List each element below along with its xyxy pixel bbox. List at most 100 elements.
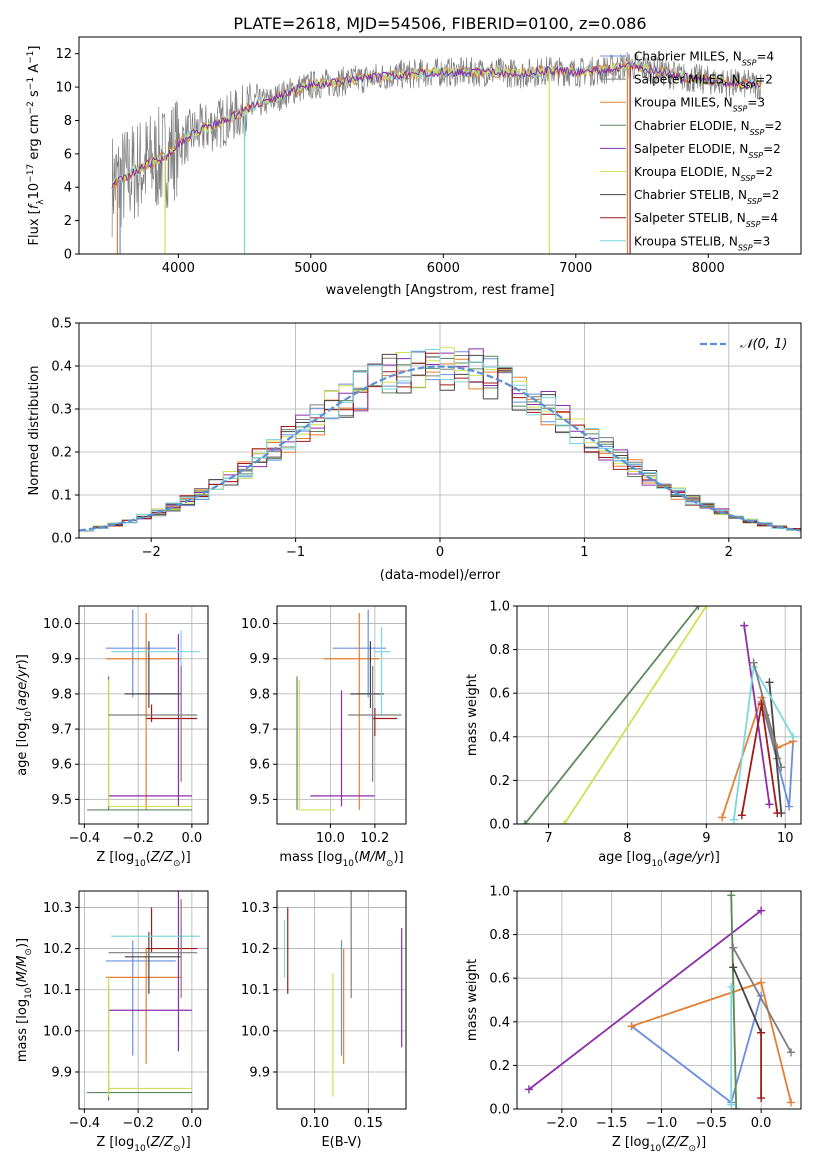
y-tick-label: 10.0 (241, 617, 270, 632)
x-tick-label: 0.10 (300, 1116, 329, 1131)
legend-label: Chabrier MILES, NSSP=4 (634, 50, 774, 68)
mass-vs-Z-panel: −0.4 −0.2 0.09.910.010.110.210.3Z [log10(Z… (15, 890, 209, 1154)
legend-nssp: =3 (747, 96, 765, 110)
label-part: )] (181, 850, 191, 865)
mass-vs-Z-panel-ylabel: mass [log10(M/M⊙)] (15, 938, 34, 1062)
legend-subscript: SSP (741, 81, 756, 90)
weight-point-marker (560, 820, 569, 824)
ebv-xlabel: E(B-V) (321, 1135, 361, 1150)
x-tick-label: −0.4 (69, 1116, 101, 1131)
label-part: ] (27, 46, 42, 51)
y-tick-label: 10.3 (241, 901, 270, 916)
weight-point-marker (732, 1105, 741, 1109)
x-tick-label: −0.2 (122, 831, 154, 846)
y-tick-label: 2 (64, 214, 72, 229)
x-tick-label: −1.5 (596, 1116, 628, 1131)
label-part: 10 (134, 1144, 146, 1154)
mass-weight-Z-panel-xlabel: Z [log10(Z/Z⊙)] (612, 1135, 706, 1154)
label-part: age [log (598, 850, 651, 865)
age-vs-Z-panel-ylabel: age [log10(age/yr)] (15, 654, 34, 776)
y-tick-label: 9.9 (51, 1065, 72, 1080)
mass-weight-age-panel-xlabel: age [log10(age/yr)] (598, 850, 720, 869)
legend-series-name: Salpeter ELODIE, N (634, 142, 748, 156)
weight-line (528, 909, 762, 1091)
weight-point-marker (777, 763, 786, 772)
mass-weight-Z-panel: −2.0 −1.5 −1.0 −0.5 0.0 0.0 0.2 0.4 0.6 0.8 1.0 Z [… (465, 885, 802, 1154)
residuals-ylabel: Normed distribution (27, 366, 42, 496)
weight-point-marker (727, 891, 736, 900)
label-part: s (27, 90, 42, 101)
legend-label: Chabrier STELIB, NSSP=2 (634, 188, 779, 206)
y-tick-label: 8 (64, 114, 72, 129)
figure-title: PLATE=2618, MJD=54506, FIBERID=0100, z=0… (233, 14, 646, 33)
weight-point-marker (749, 658, 758, 667)
y-tick-label: 4 (64, 181, 72, 196)
y-tick-label: 12 (55, 47, 72, 62)
x-tick-label: −2 (142, 545, 161, 560)
y-tick-label: 0.2 (489, 1059, 510, 1074)
legend-series-name: Chabrier STELIB, N (634, 188, 747, 202)
legend-label: Kroupa STELIB, NSSP=3 (634, 234, 770, 252)
histogram-steps (79, 347, 801, 532)
y-tick-label: 0.2 (51, 446, 72, 461)
y-tick-label: 0.0 (51, 532, 72, 547)
label-part: )] (15, 654, 30, 664)
weight-point-marker (757, 978, 766, 987)
x-tick-label: 1 (580, 545, 588, 560)
label-part: 10 (650, 1144, 662, 1154)
y-tick-label: 10 (55, 81, 72, 96)
weight-point-marker (787, 1048, 796, 1057)
legend-subscript: SSP (733, 104, 748, 113)
x-tick-label: 0.0 (182, 1116, 203, 1131)
legend-series-name: Chabrier MILES, N (634, 50, 742, 64)
y-tick-label: 0.6 (489, 687, 510, 702)
label-part: Flux [ (27, 209, 42, 245)
label-part: ( (661, 1135, 666, 1150)
weight-line (752, 662, 783, 768)
label-part: ⊙ (173, 859, 181, 869)
label-part: age/yr (668, 850, 711, 865)
legend-subscript: SSP (741, 174, 756, 183)
legend-series-name: Kroupa MILES, N (634, 96, 733, 110)
x-tick-label: 7000 (559, 261, 592, 276)
label-part: 10 (24, 711, 34, 723)
y-tick-label: 0.8 (489, 643, 510, 658)
axes-frame (516, 890, 802, 1110)
label-part: −2 (26, 101, 36, 114)
legend-series-name: Kroupa STELIB, N (634, 234, 738, 248)
label-part: A (27, 64, 42, 77)
weight-line (743, 625, 771, 805)
weight-point-marker (757, 1028, 766, 1037)
label-part: λ (36, 199, 46, 205)
spectrum-xlabel: wavelength [Angstrom, rest frame] (326, 283, 555, 298)
y-tick-label: 0.8 (489, 928, 510, 943)
axes-frame (78, 890, 209, 1110)
label-part: 10 (134, 859, 146, 869)
y-tick-label: 0.0 (489, 1103, 510, 1118)
label-part: ⊙ (24, 948, 34, 956)
mass-weight-Z-panel-ylabel: mass weight (465, 959, 480, 1041)
x-tick-label: 7 (544, 831, 552, 846)
legend-label: Salpeter ELODIE, NSSP=2 (634, 142, 781, 160)
label-part: M/M (359, 850, 386, 865)
y-tick-label: 9.6 (249, 758, 270, 773)
x-tick-label: 0.0 (182, 831, 203, 846)
label-part: 10 (24, 987, 34, 999)
label-part: 10 (27, 183, 42, 200)
weight-point-marker (627, 1022, 636, 1031)
y-tick-label: 9.6 (51, 758, 72, 773)
x-tick-label: −0.2 (122, 1116, 154, 1131)
weight-point-marker (729, 943, 738, 952)
weight-point-marker (520, 820, 529, 824)
weight-point-marker (524, 1085, 533, 1094)
label-part: Z [log (612, 1135, 650, 1150)
y-tick-label: 0.6 (489, 972, 510, 987)
legend-label: Chabrier ELODIE, NSSP=2 (634, 119, 782, 137)
x-tick-label: 8 (623, 831, 631, 846)
label-part: Z/Z (150, 850, 174, 865)
y-tick-label: 0.4 (489, 1015, 510, 1030)
axes-frame (516, 605, 802, 825)
legend-subscript: SSP (747, 197, 762, 206)
